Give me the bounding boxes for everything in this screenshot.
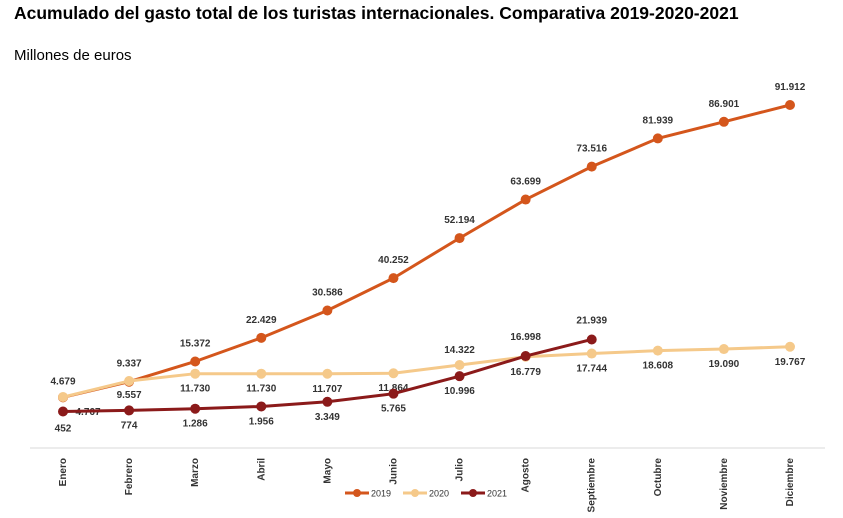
x-tick-label: Diciembre (785, 458, 796, 507)
data-label: 3.349 (315, 412, 340, 423)
data-point (718, 344, 729, 355)
data-label: 1.956 (249, 416, 274, 427)
data-point (586, 161, 597, 172)
data-point (256, 401, 267, 412)
data-label: 91.912 (775, 82, 806, 93)
data-point (322, 396, 333, 407)
data-point (520, 194, 531, 205)
legend-label: 2019 (371, 489, 391, 499)
data-label: 30.586 (312, 288, 343, 299)
data-point (322, 368, 333, 379)
data-point (652, 133, 663, 144)
data-point (190, 356, 201, 367)
data-point (785, 100, 795, 110)
data-label: 774 (121, 420, 138, 431)
data-label: 73.516 (576, 144, 607, 155)
x-tick-label: Marzo (190, 458, 201, 487)
data-label: 14.322 (444, 345, 475, 356)
data-point (58, 406, 68, 417)
data-label: 10.996 (444, 386, 475, 397)
x-tick-label: Febrero (124, 458, 135, 495)
data-point (718, 116, 729, 127)
data-label: 19.090 (709, 359, 740, 370)
x-tick-label: Enero (58, 458, 69, 486)
data-point (454, 371, 465, 382)
data-point (58, 392, 68, 403)
data-label: 22.429 (246, 315, 277, 326)
data-label: 86.901 (709, 99, 740, 110)
data-label: 9.557 (117, 390, 142, 401)
data-label: 21.939 (576, 315, 607, 326)
series-line (62, 103, 791, 399)
data-label: 40.252 (378, 255, 409, 266)
x-tick-label: Julio (455, 458, 466, 481)
data-label: 5.765 (381, 404, 406, 415)
data-label: 16.998 (510, 332, 541, 343)
data-point (652, 345, 663, 356)
legend-marker (353, 489, 361, 497)
data-label: 9.337 (117, 359, 142, 370)
data-label: 17.744 (576, 364, 607, 375)
data-point (586, 348, 597, 359)
data-point (454, 233, 465, 244)
x-tick-label: Junio (388, 458, 399, 485)
data-label: 4.679 (50, 376, 75, 387)
legend-label: 2020 (429, 489, 449, 499)
data-label: 452 (55, 423, 72, 434)
chart-title: Acumulado del gasto total de los turista… (14, 3, 739, 23)
x-tick-label: Septiembre (587, 458, 598, 513)
x-tick-label: Agosto (521, 458, 532, 492)
data-point (785, 341, 795, 352)
x-tick-label: Mayo (322, 458, 333, 484)
data-point (520, 351, 531, 362)
data-point (388, 273, 399, 284)
data-label: 52.194 (444, 215, 475, 226)
data-point (256, 332, 267, 343)
data-point (586, 334, 597, 345)
data-label: 1.286 (183, 419, 208, 430)
x-tick-label: Noviembre (719, 458, 730, 510)
legend-label: 2021 (487, 489, 507, 499)
data-point (322, 305, 333, 316)
data-label: 19.767 (775, 357, 806, 368)
x-tick-label: Octubre (653, 458, 664, 497)
x-tick-label: Abril (256, 458, 267, 481)
data-label: 11.707 (312, 384, 342, 395)
data-point (190, 368, 201, 379)
data-point (454, 360, 465, 371)
data-point (388, 368, 399, 379)
data-label: 11.730 (246, 384, 276, 395)
series-line (62, 345, 791, 399)
legend-marker (469, 489, 477, 497)
data-point (388, 388, 399, 399)
data-label: 11.730 (180, 384, 210, 395)
legend-marker (411, 489, 419, 497)
chart-subtitle: Millones de euros (14, 47, 132, 64)
data-label: 63.699 (510, 177, 541, 188)
data-point (256, 368, 267, 379)
data-label: 81.939 (643, 115, 674, 126)
data-label: 15.372 (180, 338, 211, 349)
data-point (124, 375, 135, 386)
data-label: 16.779 (510, 367, 541, 378)
data-label: 18.608 (643, 361, 674, 372)
data-point (190, 403, 201, 414)
data-point (124, 405, 135, 416)
